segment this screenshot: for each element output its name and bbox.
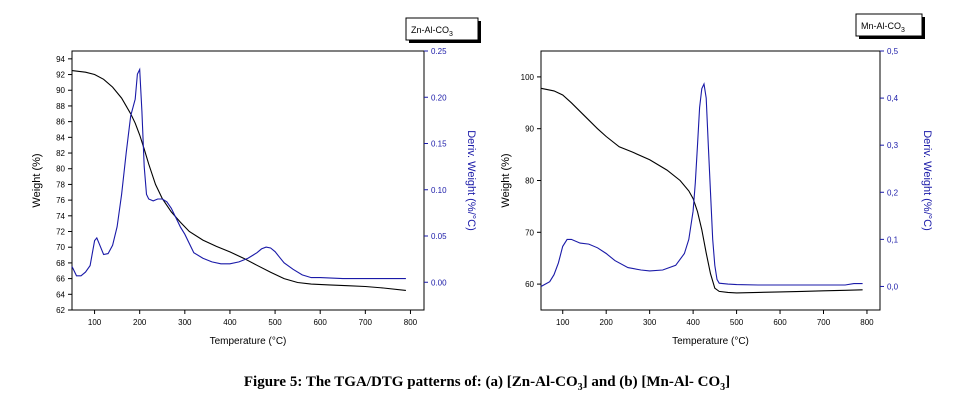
legend-label-main: Zn-Al-CO [411, 25, 449, 35]
y-tick-label: 84 [56, 133, 65, 142]
x-tick-label: 500 [268, 318, 282, 327]
y-tick-label: 88 [56, 102, 65, 111]
legend-label-sub: 3 [901, 27, 905, 34]
y-tick-label: 62 [56, 306, 65, 315]
y-tick-label: 94 [56, 55, 65, 64]
x-tick-label: 800 [860, 318, 874, 327]
y-tick-label: 74 [56, 212, 65, 221]
legend-label-sub: 3 [449, 31, 453, 38]
y2-tick-label: 0.00 [431, 278, 447, 287]
chart-panel-2: 100 200 300 400 500 600 700 800 60 70 80 90 100 0,0 0,… [500, 13, 933, 347]
y-tick-label: 70 [525, 228, 534, 237]
x-axis-label: Temperature (°C) [672, 336, 749, 347]
y-tick-label: 92 [56, 71, 65, 80]
y2-tick-label: 0.15 [431, 140, 447, 149]
y2-tick-label: 0,1 [887, 235, 899, 244]
x-tick-label: 700 [359, 318, 373, 327]
deriv-weight-curve [540, 82, 863, 287]
plot-frame [71, 50, 425, 311]
chart-panel-1: 100 200 300 400 500 600 700 800 62 64 66 68 70 72 74 76… [31, 17, 481, 347]
y2-tick-label: 0,3 [887, 141, 899, 150]
y-tick-label: 90 [56, 86, 65, 95]
caption-sub-2: 3 [720, 382, 726, 393]
x-tick-label: 200 [133, 318, 147, 327]
y-tick-label: 72 [56, 228, 65, 237]
y2-axis-label: Deriv. Weight (%/°C) [465, 130, 477, 231]
y-tick-label: 64 [56, 290, 65, 299]
weight-curve [71, 70, 406, 291]
caption-sub-1: 3 [577, 382, 583, 393]
x-tick-label: 400 [223, 318, 237, 327]
y-tick-label: 80 [56, 165, 65, 174]
x-tick-label: 100 [88, 318, 102, 327]
legend-box [855, 13, 923, 37]
x-tick-label: 200 [600, 318, 614, 327]
y-tick-label: 66 [56, 275, 65, 284]
y2-tick-label: 0,0 [887, 282, 899, 291]
figure-caption: Figure 5: The TGA/DTG patterns of: (a) [… [0, 374, 974, 393]
legend-box [405, 17, 479, 41]
x-tick-label: 300 [178, 318, 192, 327]
y2-tick-label: 0.05 [431, 232, 447, 241]
y-tick-label: 76 [56, 196, 65, 205]
y-tick-label: 90 [525, 125, 534, 134]
y-tick-label: 80 [525, 177, 534, 186]
y-tick-label: 82 [56, 149, 65, 158]
y2-axis-label: Deriv. Weight (%/°C) [921, 130, 933, 231]
y2-tick-label: 0,5 [887, 47, 899, 56]
legend-label-main: Mn-Al-CO [861, 21, 901, 31]
y-tick-label: 100 [521, 73, 535, 82]
weight-curve [540, 87, 863, 294]
y-tick-label: 68 [56, 259, 65, 268]
y2-tick-label: 0.25 [431, 47, 447, 56]
caption-suffix: ] [725, 374, 731, 390]
y2-tick-label: 0.10 [431, 186, 447, 195]
deriv-weight-curve [71, 67, 406, 280]
x-axis-label: Temperature (°C) [210, 336, 287, 347]
legend-label: Zn-Al-CO3 [411, 25, 453, 38]
y-tick-label: 78 [56, 180, 65, 189]
y-tick-label: 60 [525, 280, 534, 289]
x-tick-label: 500 [730, 318, 744, 327]
x-tick-label: 600 [314, 318, 328, 327]
x-tick-label: 300 [643, 318, 657, 327]
x-tick-label: 600 [773, 318, 787, 327]
y-axis-label: Weight (%) [31, 153, 43, 207]
caption-prefix: Figure 5: The TGA/DTG patterns of: (a) [… [243, 374, 578, 390]
y2-tick-label: 0,2 [887, 188, 899, 197]
x-tick-label: 700 [817, 318, 831, 327]
x-tick-label: 400 [686, 318, 700, 327]
y2-tick-label: 0,4 [887, 94, 899, 103]
x-tick-label: 800 [404, 318, 418, 327]
x-tick-label: 100 [556, 318, 570, 327]
y-tick-label: 86 [56, 118, 65, 127]
y-axis-label: Weight (%) [500, 153, 512, 207]
legend-label: Mn-Al-CO3 [861, 21, 905, 34]
caption-mid: ] and (b) [Mn-Al- CO [582, 374, 721, 390]
y-tick-label: 70 [56, 243, 65, 252]
y2-tick-label: 0.20 [431, 93, 447, 102]
